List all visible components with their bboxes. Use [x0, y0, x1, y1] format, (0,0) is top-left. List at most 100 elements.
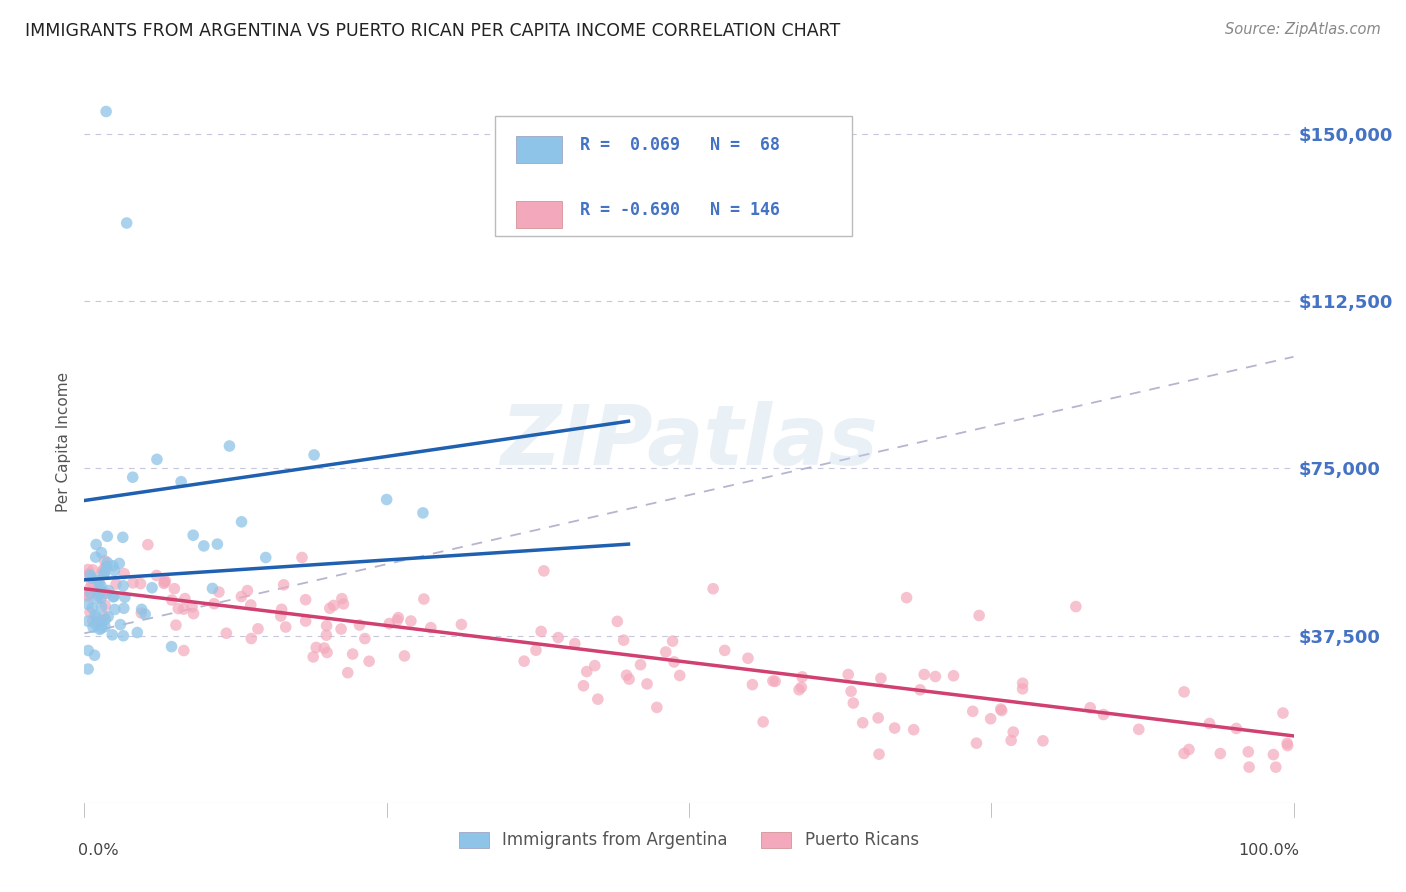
Point: [336, 665, 359, 680]
Point: [908, 682, 931, 697]
FancyBboxPatch shape: [495, 116, 852, 235]
Point: [870, 671, 893, 685]
Point: [314, 641, 336, 656]
Point: [319, 601, 342, 615]
Point: [215, 626, 238, 640]
Point: [419, 621, 441, 635]
Point: [94, 599, 117, 613]
Point: [101, 590, 124, 604]
Y-axis label: Per Capita Income: Per Capita Income: [56, 371, 72, 512]
Point: [713, 643, 735, 657]
Point: [246, 622, 269, 636]
Point: [332, 597, 354, 611]
Point: [1011, 676, 1033, 690]
Point: [105, 577, 128, 591]
Point: [302, 448, 325, 462]
Point: [1264, 760, 1286, 774]
Point: [1173, 747, 1195, 761]
Point: [77, 588, 100, 602]
Point: [378, 616, 401, 631]
Point: [89, 575, 111, 590]
Point: [530, 624, 553, 639]
Point: [375, 492, 398, 507]
Point: [645, 700, 668, 714]
Point: [82, 571, 104, 585]
Point: [616, 668, 638, 682]
Point: [94, 620, 117, 634]
Point: [617, 672, 640, 686]
Point: [201, 582, 224, 596]
Point: [702, 582, 724, 596]
Point: [181, 528, 204, 542]
Point: [586, 692, 609, 706]
Point: [108, 557, 131, 571]
Point: [763, 674, 786, 689]
Point: [112, 629, 135, 643]
Point: [273, 578, 295, 592]
Point: [145, 568, 167, 582]
Point: [387, 610, 409, 624]
Point: [412, 506, 434, 520]
Point: [1275, 736, 1298, 750]
Point: [93, 609, 115, 624]
Point: [77, 643, 100, 657]
Point: [83, 648, 105, 663]
Point: [896, 591, 918, 605]
Point: [1225, 722, 1247, 736]
Point: [90, 585, 112, 599]
Point: [160, 640, 183, 654]
Point: [90, 599, 112, 614]
Point: [412, 592, 434, 607]
Point: [153, 576, 176, 591]
Point: [89, 623, 111, 637]
Point: [134, 607, 156, 622]
Point: [84, 550, 107, 565]
Point: [112, 566, 135, 581]
Point: [630, 657, 652, 672]
Point: [1263, 747, 1285, 762]
Point: [87, 574, 110, 588]
Point: [533, 564, 555, 578]
Point: [342, 647, 364, 661]
Point: [112, 601, 135, 615]
Point: [181, 599, 204, 614]
Point: [86, 615, 108, 629]
Point: [737, 651, 759, 665]
Point: [160, 593, 183, 607]
Point: [399, 614, 422, 628]
Point: [94, 612, 117, 626]
Point: [90, 591, 112, 606]
Point: [82, 600, 104, 615]
Point: [93, 562, 115, 576]
Point: [636, 677, 658, 691]
Point: [305, 640, 328, 655]
Point: [79, 605, 101, 619]
Point: [115, 216, 138, 230]
Point: [1064, 599, 1087, 614]
Text: R =  0.069   N =  68: R = 0.069 N = 68: [581, 136, 780, 154]
Point: [129, 576, 152, 591]
Point: [450, 617, 472, 632]
Point: [218, 439, 240, 453]
Point: [82, 614, 104, 628]
Point: [91, 614, 114, 628]
Point: [101, 628, 124, 642]
Point: [254, 550, 277, 565]
Point: [655, 645, 678, 659]
Point: [79, 582, 101, 596]
Text: R = -0.690   N = 146: R = -0.690 N = 146: [581, 202, 780, 219]
Point: [131, 602, 153, 616]
Point: [1092, 707, 1115, 722]
Point: [903, 723, 925, 737]
Point: [87, 585, 110, 599]
Point: [153, 575, 176, 590]
Point: [173, 602, 195, 616]
Point: [96, 586, 118, 600]
Point: [91, 565, 114, 579]
Point: [93, 566, 115, 580]
Point: [93, 566, 115, 581]
Point: [524, 643, 547, 657]
Point: [792, 670, 814, 684]
Point: [111, 530, 134, 544]
Point: [112, 579, 135, 593]
